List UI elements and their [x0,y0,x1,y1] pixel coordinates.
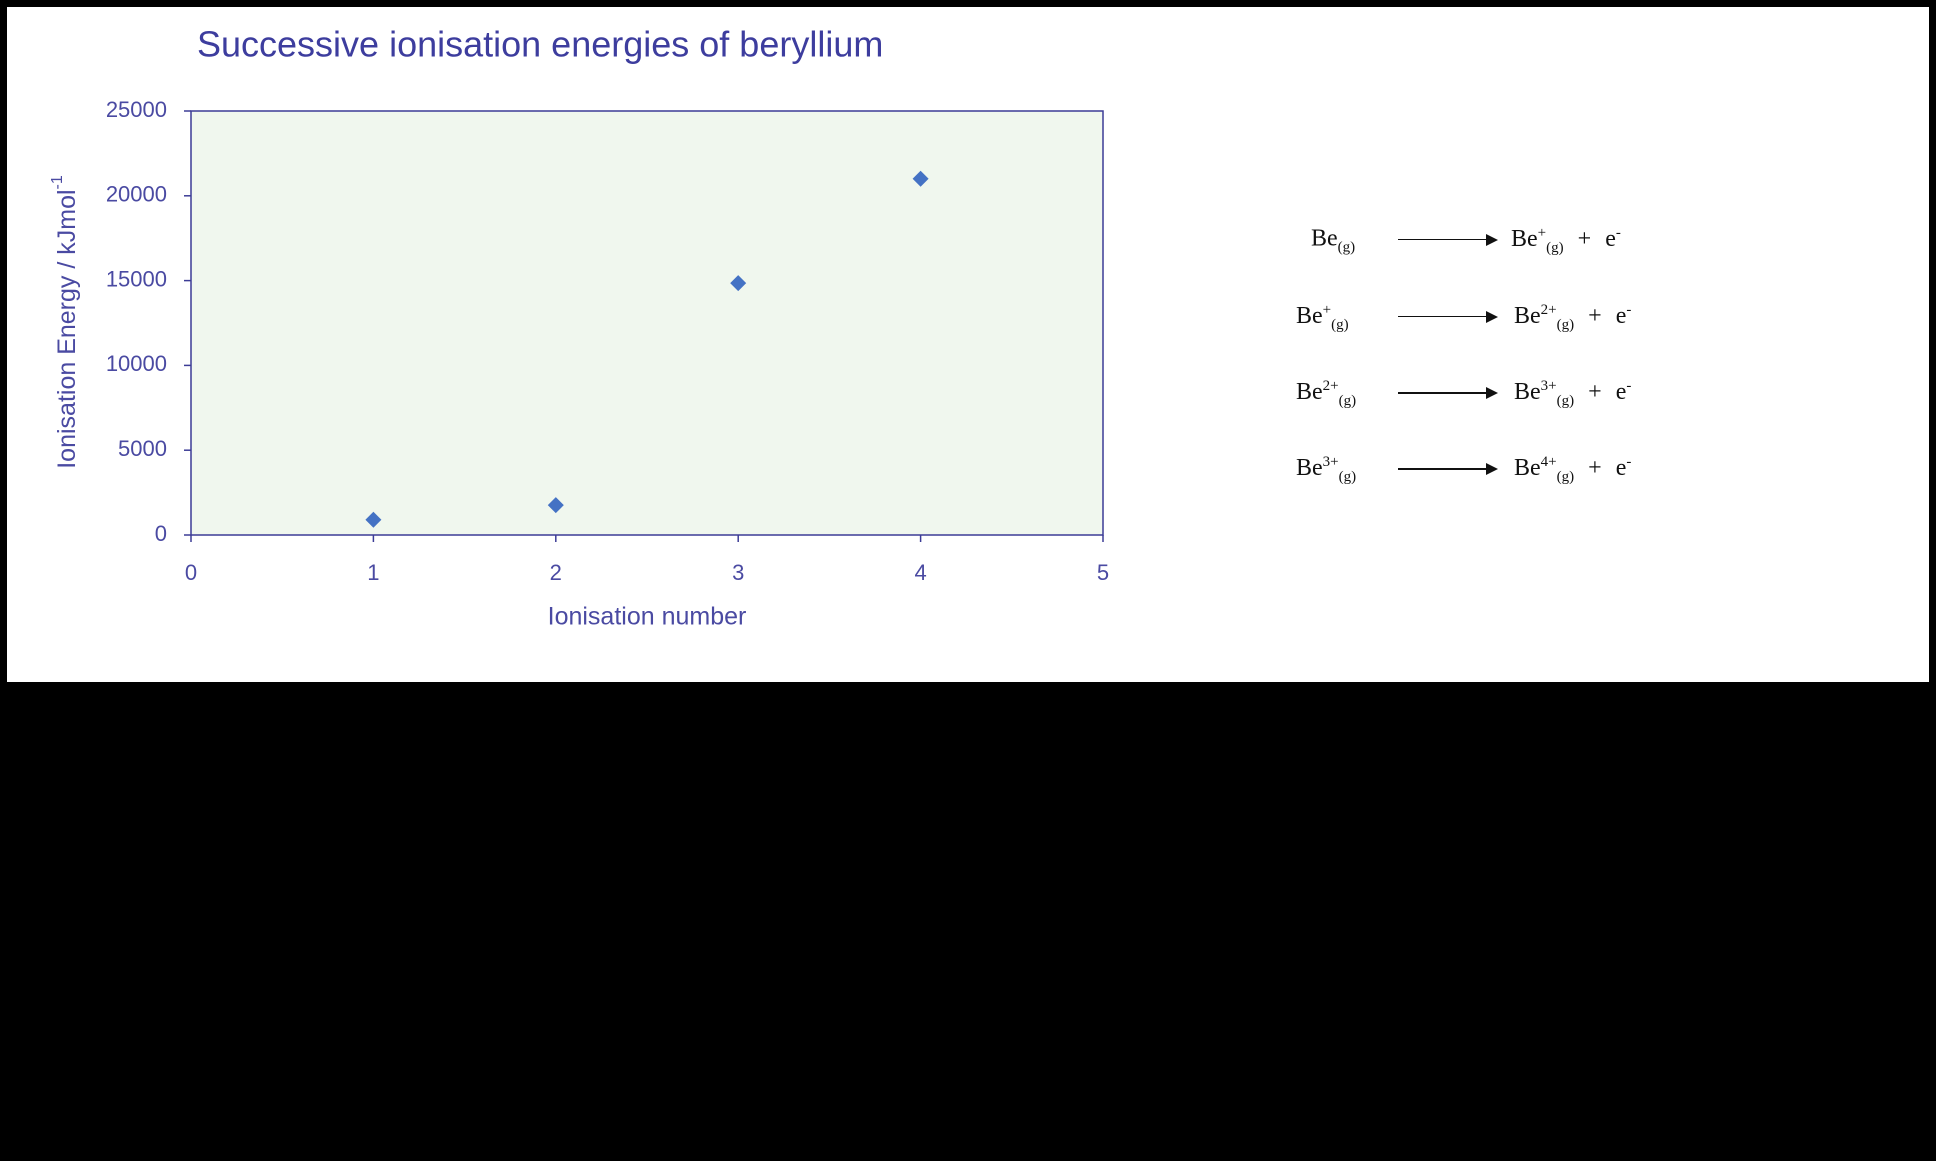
electron: e [1615,455,1627,482]
arrow-head [1486,387,1498,399]
chart: Successive ionisation energies of beryll… [49,24,1109,631]
electron: e [1605,225,1616,252]
electron-charge: - [1626,454,1632,471]
product-symbol: Be [1514,302,1541,329]
x-tick-label: 2 [550,560,562,585]
product: Be4+(g) + e- [1514,454,1631,486]
arrow [1398,233,1498,246]
reactant-state: (g) [1331,316,1349,333]
arrow-head [1486,463,1498,475]
x-tick-label: 3 [732,560,744,585]
energy-cell: 21,007 [0,1084,226,1161]
product-symbol: Be [1514,455,1541,482]
electron-charge: - [1615,224,1621,241]
plus-sign: + [1588,302,1602,329]
ordinal-cell: 4th [0,930,148,1007]
reactant: Be3+(g) [1296,454,1356,486]
arrow [1398,310,1498,323]
product-state: (g) [1556,468,1575,485]
y-tick-label: 15000 [106,266,167,291]
y-axis-label-sup: -1 [49,175,66,189]
equation-cell [0,1007,424,1084]
product-symbol: Be [1511,225,1538,252]
equation-cell [0,776,424,853]
product: Be+(g) + e- [1511,225,1621,257]
ordinal-suffix: rd [8,699,21,715]
product-state: (g) [1556,392,1575,409]
data-point [365,511,382,528]
y-tick-label: 10000 [106,351,167,376]
product-symbol: Be [1514,379,1541,406]
data-point [912,170,929,187]
y-axis-label: Ionisation Energy / kJmol-1 [49,175,80,469]
reactant: Be2+(g) [1296,378,1356,410]
reactant-charge: 3+ [1322,454,1339,471]
energy-value: 14,849 [0,853,44,870]
plus-sign: + [1588,379,1602,406]
product: Be3+(g) + e- [1514,378,1631,410]
reactant-symbol: Be [1296,455,1323,482]
data-point [730,275,747,292]
arrow [1398,463,1498,475]
electron: e [1615,379,1627,406]
ordinal-suffix: th [8,930,20,946]
chart-title: Successive ionisation energies of beryll… [197,24,883,65]
page: Successive ionisation energies of beryll… [0,7,1929,682]
ordinal-number: 3 [0,704,8,722]
product-charge: 4+ [1540,454,1557,471]
data-point [547,497,564,514]
product-charge: 3+ [1540,378,1557,395]
reactant-charge: + [1322,301,1332,318]
electron-charge: - [1626,301,1632,318]
reactant-symbol: Be [1296,302,1323,329]
arrow [1398,387,1498,399]
x-tick-label: 5 [1097,560,1109,585]
energy-value: 21,007 [0,1084,44,1101]
y-tick-label: 0 [155,521,167,546]
reactant-state: (g) [1337,238,1356,255]
reactant-state: (g) [1338,468,1357,485]
y-tick-label: 20000 [106,182,167,207]
electron-charge: - [1626,378,1632,395]
product-charge: + [1537,224,1547,241]
x-tick-label: 1 [367,560,379,585]
x-axis-label: Ionisation number [548,603,747,631]
ordinal: 3rd [0,699,148,722]
ordinal-number: 2 [0,470,8,488]
plus-sign: + [1577,225,1592,252]
product-state: (g) [1546,239,1564,256]
ordinal-cell: 3rd [0,699,148,776]
x-tick-label: 0 [185,560,197,585]
ordinal-number: 4 [0,935,8,953]
y-tick-label: 25000 [106,97,167,122]
reactant: Be+(g) [1296,302,1349,334]
arrow-head [1486,233,1498,246]
plus-sign: + [1588,455,1602,482]
electron: e [1615,302,1627,329]
y-tick-label: 5000 [118,436,167,461]
reactant-state: (g) [1338,392,1357,409]
product-charge: 2+ [1540,301,1557,318]
reactant: Be(g) [1311,225,1355,256]
product: Be2+(g) + e- [1514,302,1631,334]
product-state: (g) [1556,316,1575,333]
y-axis-label-text: Ionisation Energy / kJmol [53,189,81,468]
arrow-head [1486,310,1498,323]
x-tick-label: 4 [914,560,926,585]
ordinal: 4th [0,930,148,953]
ordinal-number: 1 [0,236,8,254]
energy-cell: 14,849 [0,853,226,930]
reactant-symbol: Be [1311,225,1338,252]
reactant-charge: 2+ [1322,378,1339,395]
reactant-symbol: Be [1296,379,1323,406]
plot-area [190,110,1104,536]
